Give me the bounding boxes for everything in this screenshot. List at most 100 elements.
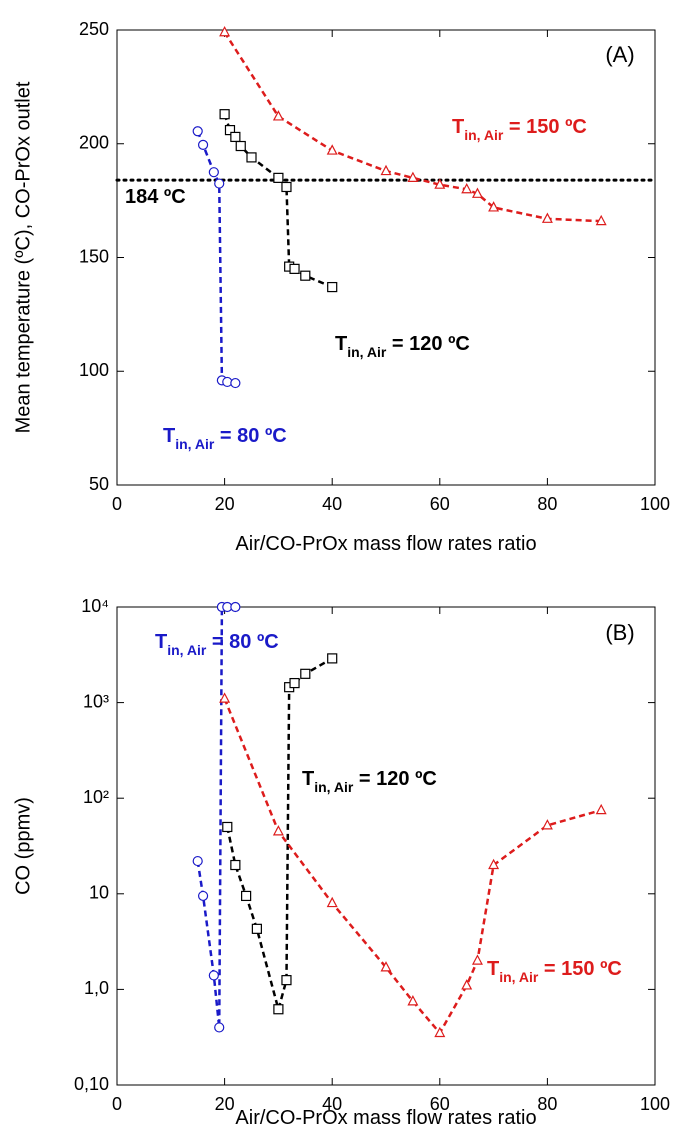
marker: [197, 890, 209, 902]
marker: [434, 1026, 446, 1038]
marker: [488, 858, 500, 870]
marker: [272, 110, 284, 121]
y-tick-label: 200: [79, 133, 109, 153]
x-tick-label: 100: [640, 494, 670, 514]
series-label-main: T: [302, 768, 314, 790]
marker: [192, 126, 203, 137]
marker: [197, 139, 209, 150]
marker: [222, 821, 233, 833]
series-line: [196, 605, 236, 1028]
marker: [380, 164, 392, 176]
y-tick-label: 10⁴: [81, 596, 109, 616]
marker: [289, 263, 300, 274]
series-label-main: T: [335, 333, 347, 355]
y-tick-label: 0,10: [74, 1074, 109, 1094]
x-tick-label: 40: [322, 494, 342, 514]
y-tick-label: 1,0: [84, 978, 109, 998]
marker: [289, 677, 300, 689]
series-label: Tin, Air = 120 ºC: [302, 768, 437, 795]
series-line: [226, 657, 333, 1015]
series-label: Tin, Air = 150 ºC: [452, 116, 587, 143]
marker: [326, 144, 338, 155]
y-tick-label: 10: [89, 883, 109, 903]
marker: [214, 178, 225, 189]
marker: [272, 825, 284, 836]
series-label-sub: in, Air: [347, 344, 387, 360]
series-label: Tin, Air = 120 ºC: [335, 333, 470, 360]
marker: [327, 653, 338, 664]
series-label-suffix: = 150 ºC: [503, 116, 586, 138]
series-label-suffix: = 80 ºC: [206, 631, 278, 653]
marker: [246, 152, 257, 163]
marker: [219, 109, 230, 120]
x-tick-label: 60: [430, 494, 450, 514]
y-axis-title: Mean temperature (ºC), CO-PrOx outlet: [12, 81, 34, 433]
marker: [541, 819, 553, 830]
series-label-sub: in, Air: [175, 436, 215, 452]
y-axis-title: CO (ppmv): [12, 797, 34, 895]
series-label: Tin, Air = 80 ºC: [163, 425, 287, 452]
series-label-sub: in, Air: [464, 127, 504, 143]
series-label: Tin, Air = 80 ºC: [155, 631, 279, 658]
marker: [595, 803, 607, 815]
marker: [471, 187, 483, 198]
series-label-suffix: = 80 ºC: [214, 425, 286, 447]
marker: [192, 855, 203, 867]
marker: [241, 890, 252, 902]
marker: [208, 167, 219, 178]
marker: [230, 601, 241, 613]
x-tick-label: 60: [430, 1094, 450, 1114]
x-tick-label: 100: [640, 1094, 670, 1114]
series-label-sub: in, Air: [167, 642, 207, 658]
marker: [461, 979, 473, 990]
marker: [235, 140, 246, 152]
marker: [407, 171, 419, 182]
series-label-main: T: [487, 958, 499, 980]
marker: [219, 692, 231, 703]
marker: [461, 182, 473, 194]
x-axis-title: Air/CO-PrOx mass flow rates ratio: [235, 1107, 536, 1129]
marker: [326, 896, 338, 908]
marker: [488, 201, 500, 212]
plot-frame: [116, 606, 656, 1086]
panel-label: (A): [605, 42, 634, 67]
marker: [541, 212, 553, 223]
series-label-suffix: = 120 ºC: [386, 333, 469, 355]
series-line: [223, 31, 602, 223]
series-label: Tin, Air = 150 ºC: [487, 958, 622, 985]
x-tick-label: 0: [112, 494, 122, 514]
panel: 0 20 40 60 80 100 0,10 1,0 10 10² 10³ 10⁴ Air/CO-PrO…: [12, 596, 670, 1129]
marker: [300, 668, 311, 679]
x-tick-label: 0: [112, 1094, 122, 1114]
series-label-suffix: = 120 ºC: [353, 768, 436, 790]
x-tick-label: 20: [215, 494, 235, 514]
plot-frame: [116, 29, 656, 486]
y-tick-label: 10²: [83, 787, 109, 807]
series-line: [223, 698, 602, 1036]
marker: [214, 1022, 225, 1033]
marker: [407, 995, 419, 1006]
reference-label: 184 ºC: [125, 186, 186, 208]
marker: [327, 281, 338, 293]
marker: [219, 25, 231, 37]
marker: [230, 131, 241, 143]
marker: [230, 859, 241, 871]
marker: [281, 181, 292, 193]
x-tick-label: 40: [322, 1094, 342, 1114]
y-tick-label: 10³: [83, 691, 109, 711]
series-label-main: T: [163, 425, 175, 447]
marker: [273, 172, 284, 183]
marker: [208, 970, 219, 981]
marker: [230, 377, 241, 389]
marker: [300, 270, 311, 281]
x-tick-label: 80: [537, 1094, 557, 1114]
y-tick-label: 100: [79, 360, 109, 380]
y-tick-label: 50: [89, 474, 109, 494]
marker: [380, 961, 392, 972]
marker: [471, 954, 483, 965]
x-axis-title: Air/CO-PrOx mass flow rates ratio: [235, 533, 536, 555]
marker: [595, 214, 607, 226]
marker: [273, 1004, 284, 1015]
